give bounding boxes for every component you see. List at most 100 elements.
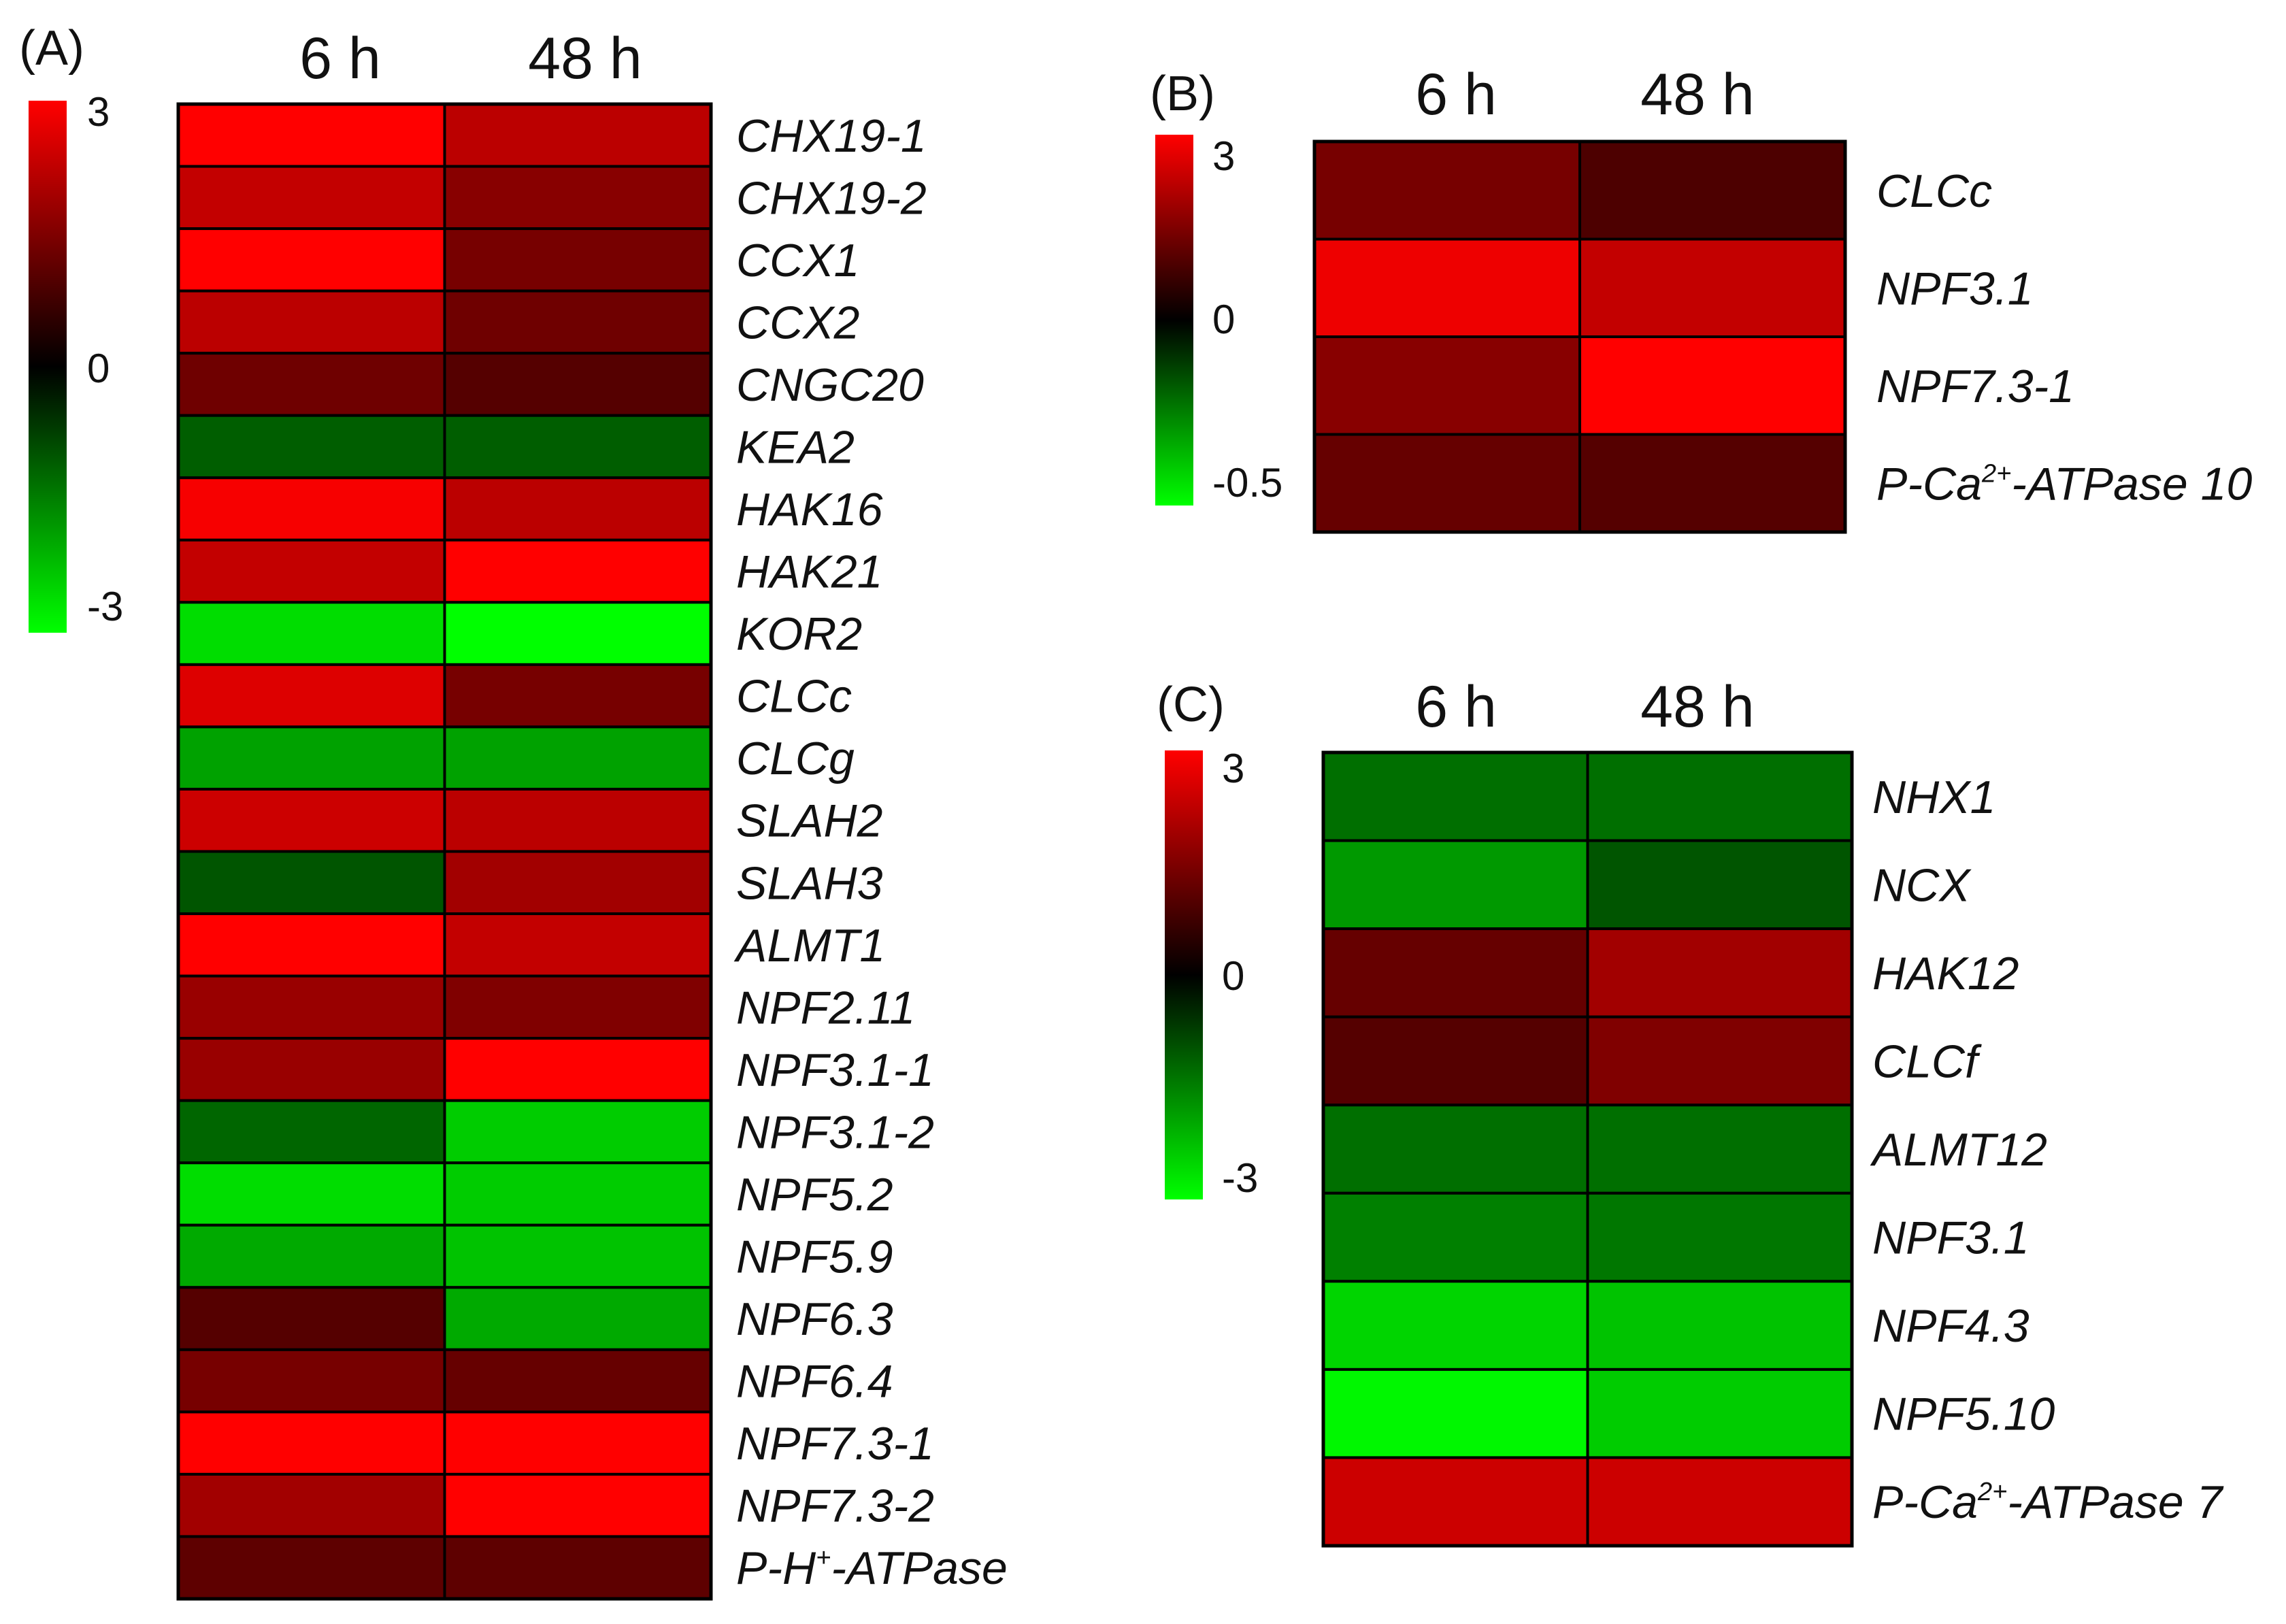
- heatmap-cell: [1313, 237, 1581, 338]
- heatmap-cell: [1313, 140, 1581, 241]
- heatmap-cell: [1322, 1104, 1589, 1195]
- gene-label: NPF7.3-1: [1876, 361, 2074, 412]
- panel-label: (A): [19, 21, 84, 76]
- colorbar-tick-label: -3: [87, 584, 123, 629]
- gene-label: P-Ca2+-ATPase 7: [1872, 1476, 2224, 1528]
- panel-label: (B): [1150, 67, 1215, 121]
- heatmap-cell: [443, 601, 712, 666]
- gene-label: P-H+-ATPase: [736, 1542, 1008, 1594]
- heatmap-cell: [443, 663, 712, 729]
- colorbar-tick-label: -3: [1222, 1155, 1258, 1201]
- heatmap-cell: [1578, 237, 1846, 338]
- heatmap-cell: [443, 1410, 712, 1476]
- gene-label: NPF5.9: [736, 1231, 893, 1283]
- heatmap-cell: [1586, 1104, 1853, 1195]
- heatmap-cell: [177, 538, 446, 604]
- heatmap-cell: [177, 1535, 446, 1600]
- heatmap-cell: [443, 787, 712, 853]
- heatmap-cell: [443, 1535, 712, 1600]
- heatmap-cell: [177, 414, 446, 480]
- heatmap-cell: [443, 1161, 712, 1227]
- heatmap-cell: [177, 1410, 446, 1476]
- heatmap-cell: [443, 103, 712, 168]
- colorbar-tick-label: 0: [1222, 953, 1244, 999]
- heatmap-cell: [443, 289, 712, 355]
- heatmap-cell: [1322, 1191, 1589, 1283]
- gene-label: NPF5.2: [736, 1169, 893, 1221]
- gene-label: NPF6.3: [736, 1293, 893, 1345]
- colorbar-tick-label: 3: [1212, 133, 1235, 179]
- heatmap-cell: [1586, 839, 1853, 931]
- heatmap-cell: [443, 1286, 712, 1351]
- heatmap-cell: [443, 538, 712, 604]
- heatmap-cell: [443, 476, 712, 542]
- gene-label: NPF3.1: [1876, 263, 2034, 314]
- column-header: 6 h: [299, 26, 381, 91]
- heatmap-cell: [1578, 140, 1846, 241]
- heatmap-cell: [177, 663, 446, 729]
- gene-label: NCX: [1872, 859, 1972, 911]
- gene-label: CHX19-2: [736, 172, 927, 224]
- gene-label: NPF3.1-1: [736, 1044, 934, 1096]
- heatmap-cell: [177, 850, 446, 916]
- heatmap-cell: [443, 1348, 712, 1414]
- gene-label: ALMT1: [733, 920, 885, 972]
- heatmap-cell: [443, 1472, 712, 1538]
- gene-label: CLCf: [1872, 1035, 1982, 1087]
- gene-label: CNGC20: [736, 359, 924, 411]
- gene-label: HAK21: [736, 546, 882, 598]
- heatmap-cell: [177, 103, 446, 168]
- heatmap-cell: [443, 352, 712, 417]
- heatmap-cell: [177, 1472, 446, 1538]
- heatmap-cell: [1313, 433, 1581, 533]
- gene-label: P-Ca2+-ATPase 10: [1876, 458, 2252, 510]
- heatmap-cell: [177, 165, 446, 231]
- heatmap-border: [1321, 750, 1854, 1548]
- heatmap-cell: [1586, 1191, 1853, 1283]
- heatmap-border: [1312, 139, 1847, 534]
- heatmap-cell: [1578, 335, 1846, 436]
- heatmap-cell: [1586, 751, 1853, 842]
- heatmap-cell: [177, 1348, 446, 1414]
- heatmap-panel-2: (C) 3 0 -3 6 h 48 h NHX1 NCX HAK12 CLCf ALMT12 NPF3…: [1157, 674, 2224, 1548]
- gene-label: CLCg: [736, 733, 855, 784]
- gene-label: SLAH2: [736, 795, 882, 847]
- colorbar-tick-label: 3: [1222, 746, 1244, 791]
- colorbar: [29, 101, 67, 633]
- gene-label: CLCc: [1876, 165, 1992, 217]
- heatmap-cell: [1586, 1280, 1853, 1371]
- heatmap-cell: [1586, 1456, 1853, 1547]
- colorbar: [1165, 750, 1203, 1199]
- gene-label: NPF4.3: [1872, 1300, 2030, 1352]
- column-header: 48 h: [1640, 62, 1754, 127]
- gene-label: KEA2: [736, 421, 855, 473]
- colorbar-tick-label: 3: [87, 89, 110, 135]
- colorbar-tick-label: 0: [87, 346, 110, 391]
- gene-label: CHX19-1: [736, 110, 927, 162]
- heatmap-cell: [443, 974, 712, 1040]
- gene-label: NPF2.11: [736, 982, 915, 1033]
- heatmap-cell: [1586, 1015, 1853, 1107]
- gene-label: NPF7.3-2: [736, 1480, 934, 1532]
- gene-label: ALMT12: [1870, 1124, 2047, 1176]
- gene-label: SLAH3: [736, 857, 883, 909]
- heatmap-cell: [443, 227, 712, 293]
- heatmap-cell: [443, 1223, 712, 1289]
- heatmap-cell: [443, 1099, 712, 1165]
- gene-label: KOR2: [736, 608, 862, 660]
- heatmap-panel-1: (B) 3 0 -0.5 6 h 48 h CLCc NPF3.1 NPF7.3-1 P-Ca2+…: [1150, 62, 2252, 534]
- gene-label: CCX2: [736, 297, 859, 348]
- heatmap-cell: [443, 725, 712, 791]
- heatmap-cell: [177, 1099, 446, 1165]
- gene-label: NPF7.3-1: [736, 1418, 934, 1470]
- heatmap-cell: [177, 1223, 446, 1289]
- heatmap-cell: [1322, 927, 1589, 1018]
- heatmap-cell: [1322, 1456, 1589, 1547]
- heatmap-cell: [177, 912, 446, 978]
- colorbar-tick-label: -0.5: [1212, 460, 1282, 506]
- heatmap-cell: [177, 227, 446, 293]
- heatmap-cell: [1322, 1280, 1589, 1371]
- heatmap-cell: [1313, 335, 1581, 436]
- heatmap-cell: [177, 787, 446, 853]
